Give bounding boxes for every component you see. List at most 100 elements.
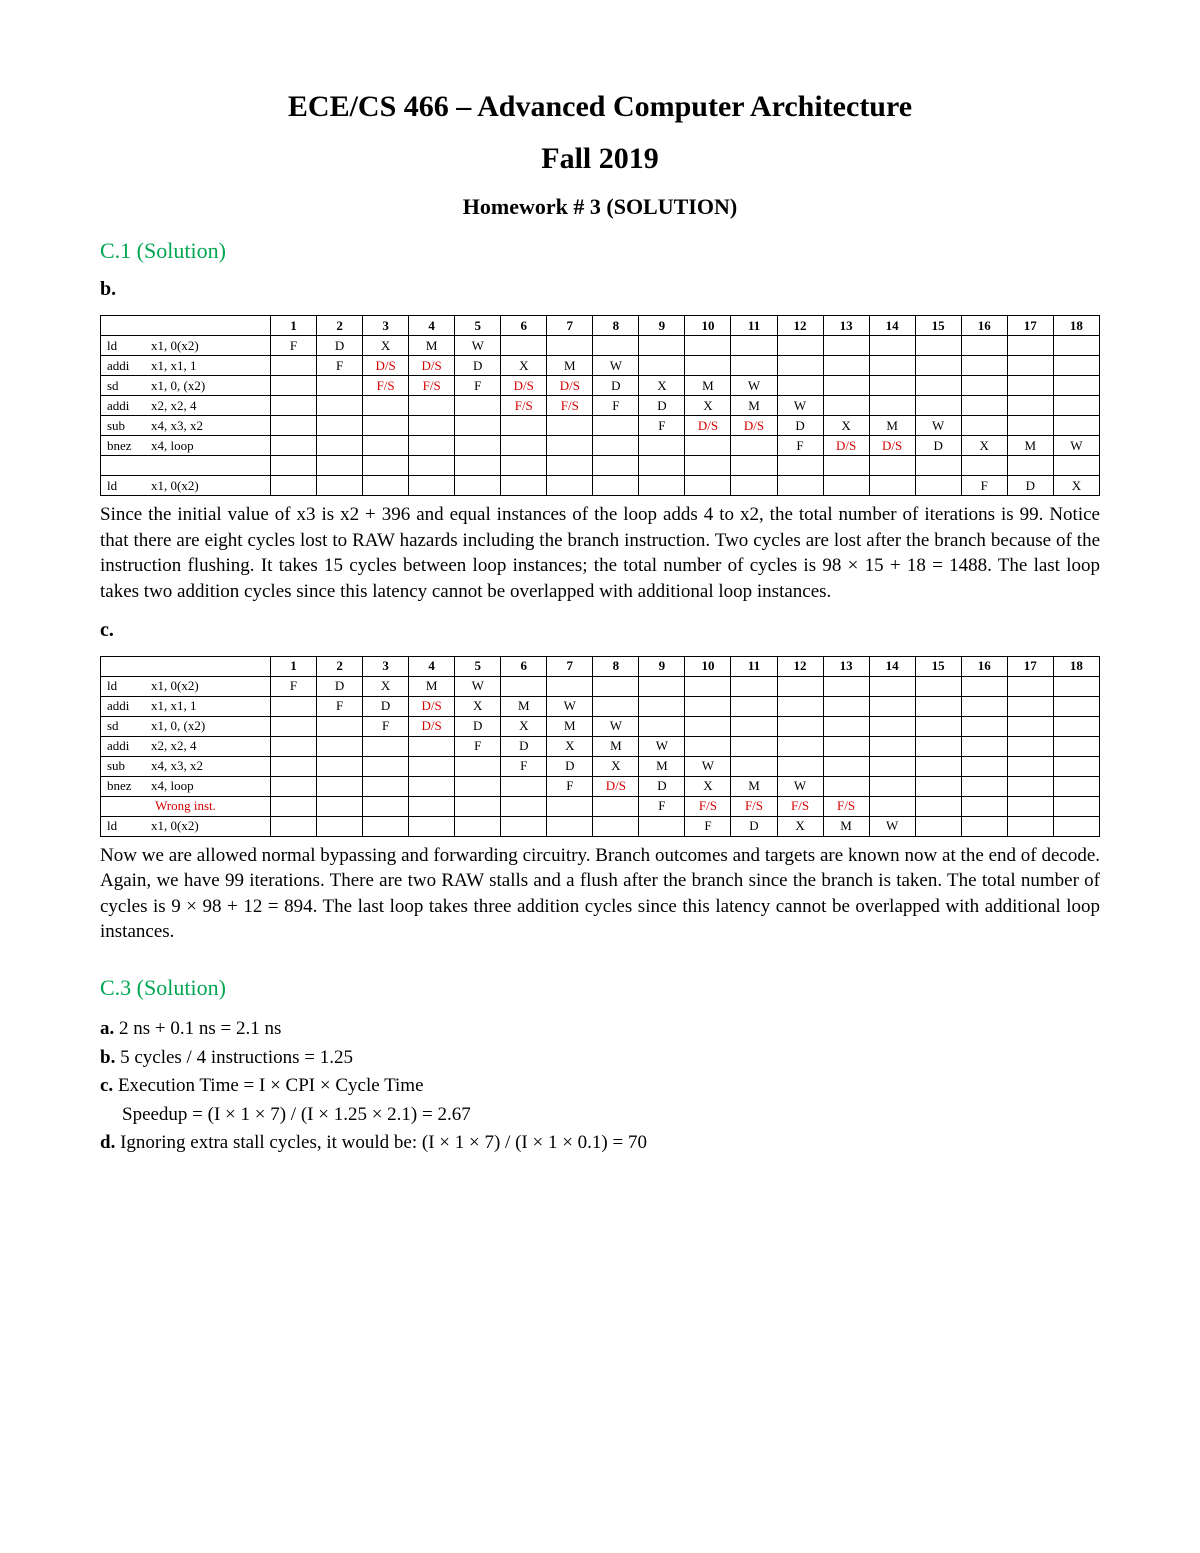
operands: x1, x1, 1: [151, 358, 197, 373]
stage-cell: [869, 336, 915, 356]
cycle-header: 8: [593, 656, 639, 676]
stage-cell: W: [593, 716, 639, 736]
stage-cell: [639, 456, 685, 476]
stage-cell: [961, 456, 1007, 476]
stage-cell: [455, 476, 501, 496]
stage-cell: X: [547, 736, 593, 756]
mnemonic: addi: [107, 398, 151, 414]
stage-cell: [1007, 776, 1053, 796]
stage-cell: M: [685, 376, 731, 396]
cycle-header: 10: [685, 656, 731, 676]
stage-cell: [1007, 756, 1053, 776]
stage-cell: [869, 696, 915, 716]
table-row: sdx1, 0, (x2)FD/SDXMW: [101, 716, 1100, 736]
stage-cell: [455, 816, 501, 836]
stage-cell: [363, 396, 409, 416]
part-c-label: c.: [100, 619, 1100, 642]
stage-cell: X: [501, 716, 547, 736]
stage-cell: [1053, 376, 1099, 396]
stage-cell: [271, 776, 317, 796]
answer-item-label: d.: [100, 1132, 120, 1153]
stage-cell: [777, 456, 823, 476]
stage-cell: [915, 736, 961, 756]
stage-cell: M: [501, 696, 547, 716]
stage-cell: [547, 416, 593, 436]
stage-cell: W: [731, 376, 777, 396]
table-row: [101, 456, 1100, 476]
stage-cell: [731, 736, 777, 756]
stage-cell: [363, 776, 409, 796]
mnemonic: bnez: [107, 438, 151, 454]
cycle-header: 6: [501, 656, 547, 676]
stage-cell: [915, 356, 961, 376]
stage-cell: F/S: [685, 796, 731, 816]
stage-cell: [961, 396, 1007, 416]
stage-cell: [1007, 356, 1053, 376]
stage-cell: [455, 416, 501, 436]
stage-cell: D: [317, 336, 363, 356]
table-row: ldx1, 0(x2)FDXMW: [101, 816, 1100, 836]
stage-cell: [455, 436, 501, 456]
stage-cell: [547, 436, 593, 456]
stage-cell: [685, 456, 731, 476]
cycle-header: 2: [317, 316, 363, 336]
stage-cell: [409, 816, 455, 836]
cycle-header: 9: [639, 316, 685, 336]
stage-cell: X: [363, 676, 409, 696]
operands: x1, 0(x2): [151, 678, 199, 693]
stage-cell: [777, 356, 823, 376]
stage-cell: [1053, 336, 1099, 356]
stage-cell: X: [823, 416, 869, 436]
stage-cell: [731, 716, 777, 736]
stage-cell: W: [639, 736, 685, 756]
stage-cell: [777, 696, 823, 716]
table-row: bnezx4, loopFD/SDXMW: [101, 776, 1100, 796]
stage-cell: X: [961, 436, 1007, 456]
stage-cell: [869, 736, 915, 756]
stage-cell: [639, 676, 685, 696]
operands: x1, 0(x2): [151, 478, 199, 493]
stage-cell: [639, 476, 685, 496]
mnemonic: sd: [107, 718, 151, 734]
stage-cell: X: [685, 776, 731, 796]
stage-cell: [869, 356, 915, 376]
cycle-header: 5: [455, 316, 501, 336]
mnemonic: addi: [107, 698, 151, 714]
stage-cell: D: [915, 436, 961, 456]
header-blank: [101, 316, 271, 336]
stage-cell: D: [639, 396, 685, 416]
stage-cell: F/S: [823, 796, 869, 816]
stage-cell: F/S: [777, 796, 823, 816]
stage-cell: [823, 376, 869, 396]
stage-cell: D: [593, 376, 639, 396]
stage-cell: D/S: [731, 416, 777, 436]
stage-cell: [455, 456, 501, 476]
table-row: addix1, x1, 1FDD/SXMW: [101, 696, 1100, 716]
stage-cell: [823, 396, 869, 416]
mnemonic: ld: [107, 478, 151, 494]
stage-cell: [547, 816, 593, 836]
stage-cell: [1007, 796, 1053, 816]
cycle-header: 11: [731, 316, 777, 336]
stage-cell: [823, 336, 869, 356]
stage-cell: [593, 436, 639, 456]
stage-cell: [271, 456, 317, 476]
stage-cell: X: [363, 336, 409, 356]
instruction-cell: bnezx4, loop: [101, 776, 271, 796]
stage-cell: [823, 456, 869, 476]
stage-cell: [1053, 776, 1099, 796]
stage-cell: [1053, 676, 1099, 696]
stage-cell: [1053, 716, 1099, 736]
stage-cell: [869, 376, 915, 396]
stage-cell: [915, 696, 961, 716]
answer-item: c. Execution Time = I × CPI × Cycle Time: [100, 1072, 1100, 1101]
stage-cell: [271, 796, 317, 816]
stage-cell: [271, 816, 317, 836]
instruction-cell: ldx1, 0(x2): [101, 676, 271, 696]
cycle-header: 17: [1007, 656, 1053, 676]
stage-cell: [961, 696, 1007, 716]
instruction-cell: sdx1, 0, (x2): [101, 716, 271, 736]
stage-cell: [731, 476, 777, 496]
stage-cell: [1053, 696, 1099, 716]
answer-item-label: a.: [100, 1018, 119, 1039]
